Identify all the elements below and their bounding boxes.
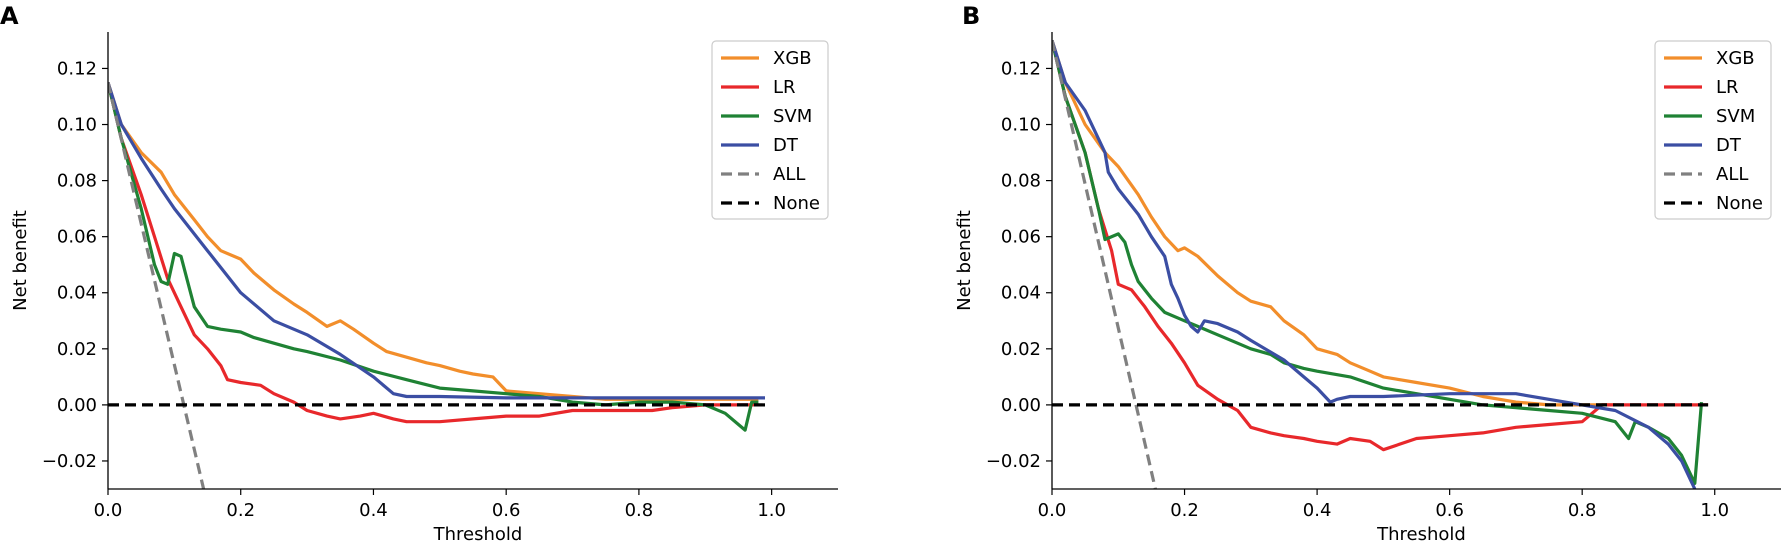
y-axis-label: Net benefit — [10, 210, 31, 311]
y-tick-label: 0.04 — [57, 283, 97, 304]
y-tick-label: 0.04 — [1001, 283, 1041, 304]
x-tick-label: 0.2 — [226, 500, 255, 521]
x-tick-label: 0.8 — [1568, 500, 1597, 521]
panel-label: A — [0, 2, 19, 30]
y-tick-label: −0.02 — [986, 451, 1041, 472]
chart-panel-b: B 0.0 0.2 0.4 0.6 0.8 1.0 −0.02 0.00 0.02 0.04 0.06… — [954, 2, 1781, 544]
legend-label-xgb: XGB — [1716, 48, 1755, 69]
y-tick-label: 0.02 — [1001, 339, 1041, 360]
legend-label-dt: DT — [773, 135, 799, 156]
series-line-svm — [1052, 40, 1704, 485]
x-tick-label: 0.0 — [94, 500, 123, 521]
x-tick-label: 0.6 — [492, 500, 521, 521]
series-line-all — [108, 82, 206, 489]
panel-label: B — [962, 2, 980, 30]
x-tick-label: 0.4 — [359, 500, 388, 521]
y-tick-label: 0.08 — [1001, 171, 1041, 192]
legend-label-dt: DT — [1716, 135, 1742, 156]
legend-label-xgb: XGB — [773, 48, 812, 69]
legend-label-all: ALL — [1716, 164, 1748, 185]
series-group — [1052, 39, 1709, 489]
legend-label-svm: SVM — [773, 106, 812, 127]
x-tick-label: 0.8 — [625, 500, 654, 521]
x-tick-label: 0.4 — [1303, 500, 1332, 521]
x-axis-label: Threshold — [1376, 524, 1466, 544]
y-tick-label: −0.02 — [42, 451, 97, 472]
series-group — [108, 82, 765, 489]
x-tick-label: 0.6 — [1435, 500, 1464, 521]
legend: XGB LR SVM DT ALL None — [711, 40, 829, 220]
series-line-svm — [108, 82, 759, 432]
series-line-lr — [108, 82, 759, 424]
series-line-dt — [1052, 39, 1697, 489]
legend-label-all: ALL — [773, 164, 805, 185]
chart-panel-a: A 0.0 0.2 0.4 0.6 0.8 1.0 −0.02 0.00 0.02 0.04 0.06… — [0, 2, 838, 544]
y-axis-label: Net benefit — [954, 210, 975, 311]
legend-label-none: None — [773, 193, 820, 214]
legend-label-lr: LR — [773, 77, 796, 98]
legend-label-lr: LR — [1716, 77, 1739, 98]
legend-label-svm: SVM — [1716, 106, 1755, 127]
y-tick-label: 0.00 — [57, 395, 97, 416]
x-axis-label: Threshold — [433, 524, 523, 544]
y-tick-label: 0.00 — [1001, 395, 1041, 416]
y-tick-label: 0.02 — [57, 339, 97, 360]
y-tick-label: 0.10 — [57, 115, 97, 136]
x-tick-label: 1.0 — [757, 500, 786, 521]
x-tick-label: 0.2 — [1170, 500, 1199, 521]
y-tick-label: 0.10 — [1001, 115, 1041, 136]
x-tick-label: 0.0 — [1038, 500, 1067, 521]
y-tick-label: 0.12 — [57, 58, 97, 79]
series-line-all — [1052, 40, 1157, 489]
y-tick-label: 0.06 — [1001, 227, 1041, 248]
legend: XGB LR SVM DT ALL None — [1654, 40, 1772, 220]
legend-label-none: None — [1716, 193, 1763, 214]
series-line-xgb — [108, 82, 759, 401]
series-line-dt — [108, 82, 765, 400]
x-tick-label: 1.0 — [1700, 500, 1729, 521]
y-tick-label: 0.12 — [1001, 58, 1041, 79]
y-tick-label: 0.06 — [57, 227, 97, 248]
series-line-xgb — [1052, 39, 1616, 407]
series-line-lr — [1052, 40, 1709, 452]
y-tick-label: 0.08 — [57, 171, 97, 192]
